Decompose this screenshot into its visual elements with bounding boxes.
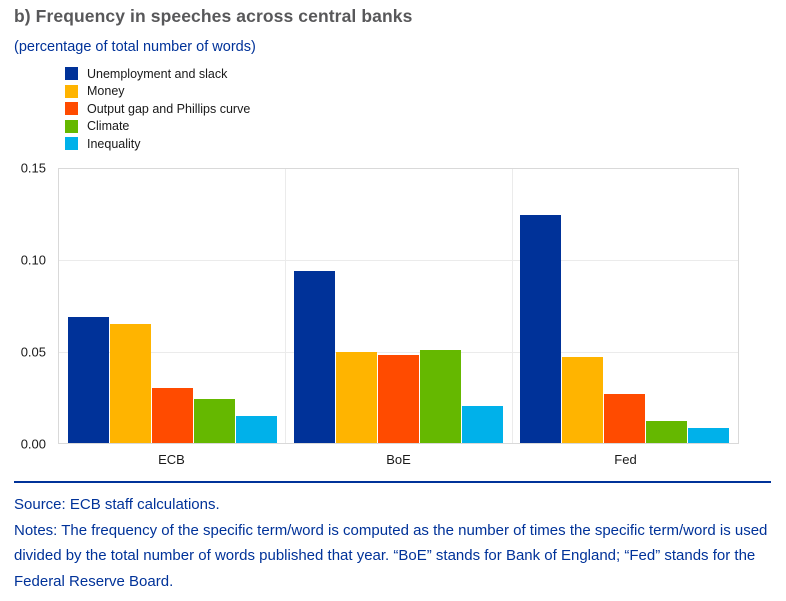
y-tick-label: 0.10 bbox=[20, 252, 46, 268]
bar-output-gap-and-phillips-curve-ecb bbox=[151, 388, 193, 443]
bar-output-gap-and-phillips-curve-fed bbox=[604, 393, 646, 443]
x-tick-label-fed: Fed bbox=[614, 452, 637, 467]
bar-money-ecb bbox=[109, 324, 151, 443]
legend: Unemployment and slack Money Output gap an… bbox=[65, 66, 251, 151]
legend-item-unemployment-and-slack: Unemployment and slack bbox=[65, 66, 250, 81]
gridline bbox=[59, 260, 738, 262]
legend-swatch-icon bbox=[65, 102, 78, 115]
bar-climate-ecb bbox=[193, 399, 235, 443]
legend-label: Climate bbox=[87, 119, 130, 133]
source-text: Source: ECB staff calculations. bbox=[14, 496, 220, 513]
gridline bbox=[59, 351, 738, 353]
y-tick-label: 0.05 bbox=[20, 344, 46, 360]
bar-unemployment-and-slack-fed bbox=[520, 214, 562, 443]
bar-money-boe bbox=[335, 351, 377, 443]
x-tick-label-ecb: ECB bbox=[158, 452, 185, 467]
chart-title: b) Frequency in speeches across central … bbox=[14, 6, 413, 26]
bar-inequality-fed bbox=[688, 428, 730, 443]
bar-climate-boe bbox=[419, 349, 461, 443]
legend-label: Money bbox=[87, 84, 125, 98]
bar-inequality-boe bbox=[461, 406, 503, 443]
legend-swatch-icon bbox=[65, 119, 78, 133]
legend-item-inequality: Inequality bbox=[65, 136, 250, 151]
y-axis: 0.15 0.10 0.05 0.00 bbox=[0, 161, 50, 452]
x-axis: ECB BoE Fed bbox=[58, 452, 739, 470]
legend-swatch-icon bbox=[65, 84, 78, 98]
divider-line bbox=[14, 481, 771, 483]
notes-text: Notes: The frequency of the specific ter… bbox=[14, 521, 768, 590]
bar-output-gap-and-phillips-curve-boe bbox=[377, 355, 419, 443]
bar-inequality-ecb bbox=[235, 415, 277, 443]
y-tick-label: 0.15 bbox=[20, 160, 46, 176]
bar-money-fed bbox=[562, 357, 604, 443]
legend-item-money: Money bbox=[65, 84, 250, 98]
bar-group-ecb bbox=[59, 169, 285, 443]
plot-area bbox=[58, 168, 739, 444]
legend-item-climate: Climate bbox=[65, 119, 250, 133]
bar-group-fed bbox=[512, 169, 738, 443]
legend-label: Inequality bbox=[87, 136, 141, 151]
chart-subtitle: (percentage of total number of words) bbox=[14, 39, 256, 55]
legend-item-output-gap-and-phillips-curve: Output gap and Phillips curve bbox=[65, 101, 251, 116]
bar-unemployment-and-slack-ecb bbox=[67, 316, 109, 443]
footer: Source: ECB staff calculations. Notes: T… bbox=[14, 492, 776, 594]
bar-unemployment-and-slack-boe bbox=[293, 271, 335, 443]
bar-group-boe bbox=[285, 169, 511, 443]
legend-label: Output gap and Phillips curve bbox=[87, 101, 251, 116]
bar-climate-fed bbox=[646, 421, 688, 443]
y-tick-label: 0.00 bbox=[20, 436, 46, 452]
legend-swatch-icon bbox=[65, 67, 78, 80]
legend-label: Unemployment and slack bbox=[87, 66, 228, 81]
panel-separator bbox=[511, 169, 513, 443]
legend-swatch-icon bbox=[65, 137, 78, 150]
panel-separator bbox=[285, 169, 287, 443]
x-tick-label-boe: BoE bbox=[386, 452, 411, 467]
